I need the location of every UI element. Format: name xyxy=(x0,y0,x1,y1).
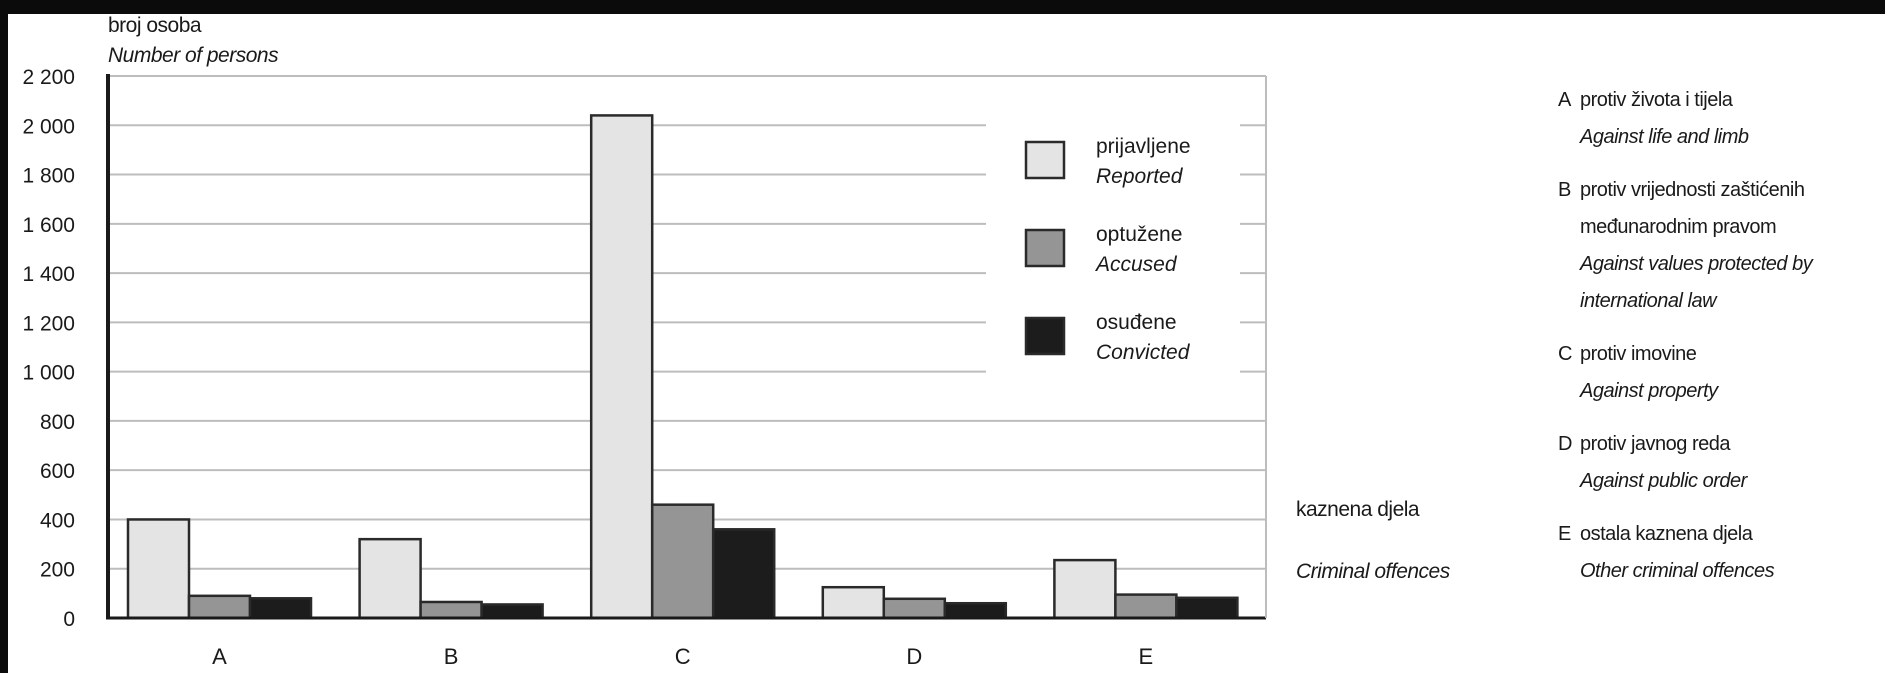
bar-c-series-2 xyxy=(650,503,715,620)
bar-b-series-2 xyxy=(419,600,483,620)
category-description: protiv javnog reda xyxy=(1580,433,1730,455)
category-description-en: Against public order xyxy=(1580,470,1747,492)
y-axis-title: broj osoba xyxy=(108,14,202,37)
legend-swatch-1 xyxy=(1024,140,1066,180)
legend-swatch-2 xyxy=(1024,228,1066,268)
bar-e-series-1 xyxy=(1053,558,1117,620)
category-description-en: Against life and limb xyxy=(1580,126,1749,148)
y-tick-label: 600 xyxy=(40,460,75,483)
bar-a-series-1 xyxy=(126,518,191,620)
x-tick-label: C xyxy=(675,644,691,669)
bar-d-series-2 xyxy=(882,597,947,620)
bar-e-series-3 xyxy=(1175,596,1239,620)
category-description-en: Other criminal offences xyxy=(1580,560,1775,582)
bar-d-series-3 xyxy=(943,601,1008,620)
y-tick-label: 1 600 xyxy=(22,214,75,237)
category-description-en: international law xyxy=(1580,290,1717,312)
bar-e-series-2 xyxy=(1114,593,1178,620)
category-letter: E xyxy=(1558,523,1571,545)
category-description-en: Against property xyxy=(1580,380,1718,402)
y-tick-label: 400 xyxy=(40,509,75,532)
legend-label-1: prijavljene xyxy=(1096,135,1191,158)
y-tick-label: 1 200 xyxy=(22,312,75,335)
category-description: protiv vrijednosti zaštićenih xyxy=(1580,179,1805,201)
bar-b-series-3 xyxy=(480,603,544,620)
x-axis-title-en: Criminal offences xyxy=(1296,560,1450,583)
category-description: protiv života i tijela xyxy=(1580,89,1733,111)
x-tick-label: D xyxy=(906,644,922,669)
bar-d-series-1 xyxy=(821,585,886,620)
y-tick-label: 1 400 xyxy=(22,263,75,286)
category-description: ostala kaznena djela xyxy=(1580,523,1753,545)
category-description-en: Against values protected by xyxy=(1580,253,1813,275)
bar-c-series-3 xyxy=(711,528,776,620)
bar-b-series-1 xyxy=(358,537,422,620)
y-tick-label: 200 xyxy=(40,559,75,582)
y-tick-label: 1 800 xyxy=(22,165,75,188)
category-description: protiv imovine xyxy=(1580,343,1697,365)
legend-label-2: optužene xyxy=(1096,223,1182,246)
y-axis-title-en: Number of persons xyxy=(108,44,279,67)
legend-label-3: osuđene xyxy=(1096,311,1177,334)
x-tick-label: E xyxy=(1139,644,1154,669)
category-letter: C xyxy=(1558,343,1572,365)
category-letter: D xyxy=(1558,433,1572,455)
y-tick-label: 2 000 xyxy=(22,115,75,138)
category-letter: B xyxy=(1558,179,1571,201)
x-tick-label: A xyxy=(212,644,227,669)
category-letter: A xyxy=(1558,89,1571,111)
y-tick-label: 800 xyxy=(40,411,75,434)
x-axis-title: kaznena djela xyxy=(1296,498,1420,521)
legend-label-en-3: Convicted xyxy=(1096,341,1191,364)
x-tick-label: B xyxy=(444,644,459,669)
legend-swatch-3 xyxy=(1024,316,1066,356)
category-description: međunarodnim pravom xyxy=(1580,216,1777,238)
bar-a-series-2 xyxy=(187,594,252,620)
y-tick-label: 2 200 xyxy=(22,66,75,89)
legend-label-en-1: Reported xyxy=(1096,165,1184,188)
bar-c-series-1 xyxy=(589,114,654,620)
bar-a-series-3 xyxy=(248,597,313,620)
legend-label-en-2: Accused xyxy=(1094,253,1178,276)
y-tick-label: 1 000 xyxy=(22,362,75,385)
chart-panel: 0 200 400 600 800 1 000 1 200 1 400 1 600 1 800 2 … xyxy=(8,14,1885,673)
y-tick-label: 0 xyxy=(63,608,75,631)
bar-chart: 0 200 400 600 800 1 000 1 200 1 400 1 600 1 800 2 … xyxy=(22,66,1267,669)
